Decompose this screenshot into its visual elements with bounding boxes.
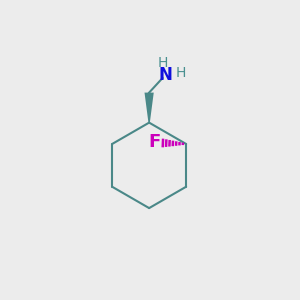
Text: H: H	[175, 66, 185, 80]
Text: N: N	[158, 66, 172, 84]
Text: F: F	[148, 133, 160, 151]
Polygon shape	[145, 93, 154, 123]
Text: H: H	[158, 56, 168, 70]
